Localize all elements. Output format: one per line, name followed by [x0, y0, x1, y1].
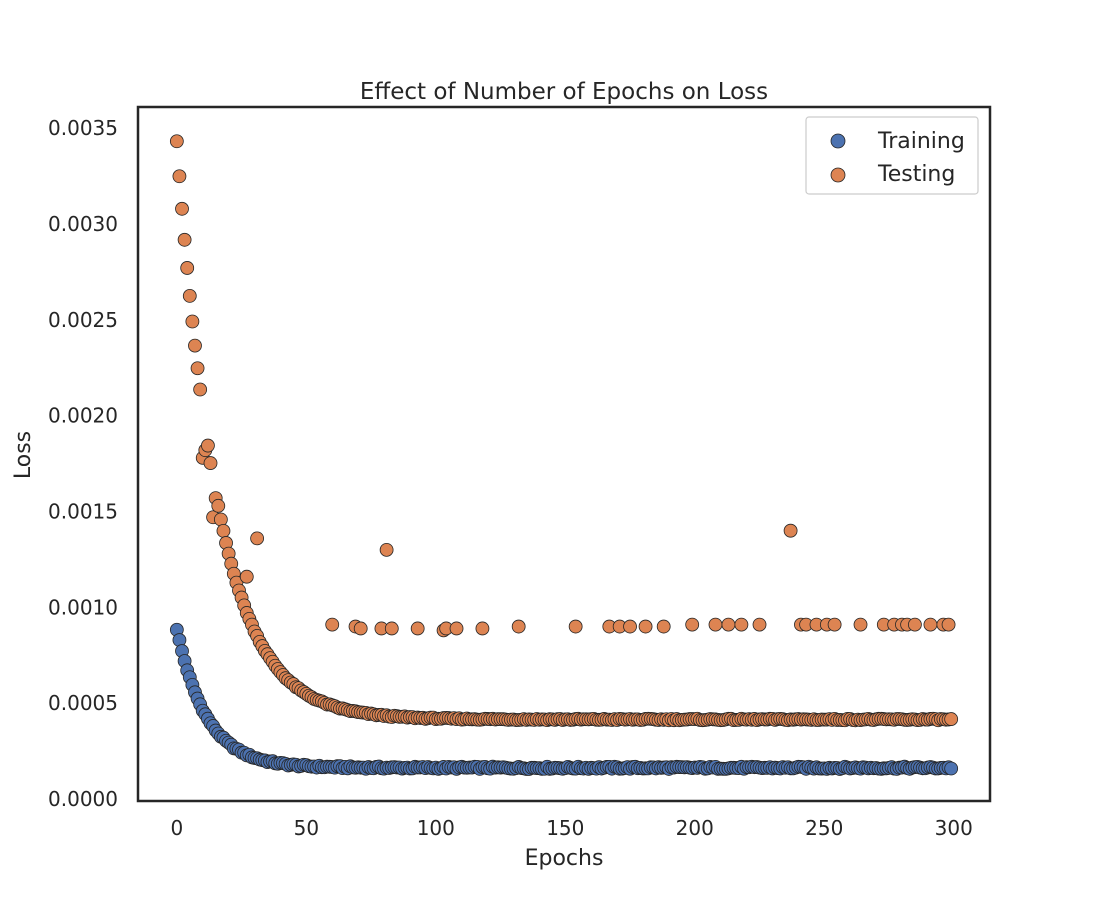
- training-point: [944, 761, 959, 776]
- legend-box: [805, 116, 979, 195]
- testing-point: [250, 531, 265, 546]
- testing-point: [353, 621, 368, 636]
- legend-marker-training: [830, 133, 846, 149]
- testing-point: [941, 617, 956, 632]
- testing-point: [190, 361, 205, 376]
- testing-point: [188, 338, 202, 353]
- x-tick-label: 0: [170, 816, 183, 840]
- testing-point: [180, 261, 195, 275]
- series-testing: [169, 134, 959, 728]
- y-tick-label: 0.0015: [48, 500, 118, 524]
- testing-point: [908, 617, 922, 632]
- y-tick-label: 0.0030: [48, 212, 118, 236]
- testing-point: [734, 617, 749, 632]
- y-tick-label: 0.0000: [48, 787, 118, 811]
- testing-point: [185, 314, 200, 329]
- series-training: [169, 622, 959, 776]
- testing-point: [752, 617, 767, 632]
- testing-point: [239, 569, 254, 584]
- y-tick-label: 0.0025: [48, 308, 118, 332]
- y-axis-label: Loss: [11, 431, 36, 479]
- testing-point: [211, 498, 226, 513]
- x-axis-ticks: 0 50 100 150 200 250 300: [170, 816, 972, 840]
- testing-point: [169, 134, 184, 149]
- testing-point: [853, 617, 868, 632]
- testing-point: [638, 619, 653, 634]
- testing-point: [783, 523, 798, 538]
- testing-point: [568, 619, 583, 634]
- x-tick-label: 50: [294, 816, 319, 840]
- testing-point: [721, 617, 736, 632]
- plot-frame: [136, 105, 992, 803]
- testing-point: [193, 382, 208, 397]
- testing-point: [511, 619, 526, 634]
- y-axis-ticks: 0.0000 0.0005 0.0010 0.0015 0.0020 0.0025 0.00…: [48, 116, 118, 811]
- x-tick-label: 150: [546, 816, 584, 840]
- testing-point: [182, 288, 197, 303]
- points-layer: [169, 134, 959, 776]
- y-tick-label: 0.0005: [48, 691, 118, 715]
- testing-point: [827, 617, 842, 632]
- x-axis-label: Epochs: [525, 846, 604, 871]
- testing-point: [384, 621, 399, 636]
- testing-point: [216, 524, 231, 538]
- testing-point: [708, 617, 723, 632]
- testing-point: [685, 617, 700, 632]
- testing-point: [213, 512, 228, 527]
- legend-label-testing: Testing: [877, 162, 955, 187]
- testing-point: [623, 619, 637, 634]
- y-tick-label: 0.0020: [48, 404, 118, 428]
- x-tick-label: 300: [935, 816, 973, 840]
- testing-point: [449, 621, 464, 636]
- testing-point: [201, 438, 215, 453]
- legend-label-training: Training: [877, 129, 965, 154]
- testing-point: [410, 621, 425, 636]
- chart-title: Effect of Number of Epochs on Loss: [360, 79, 768, 105]
- x-tick-label: 250: [805, 816, 843, 840]
- legend: Training Testing: [805, 116, 979, 195]
- testing-point: [177, 232, 192, 247]
- testing-point: [923, 617, 938, 632]
- x-tick-label: 200: [676, 816, 714, 840]
- y-tick-label: 0.0010: [48, 595, 118, 619]
- testing-point: [475, 621, 490, 636]
- testing-point: [325, 617, 340, 632]
- y-tick-label: 0.0035: [48, 116, 118, 140]
- legend-marker-testing: [830, 167, 846, 183]
- testing-point: [944, 712, 959, 726]
- testing-point: [379, 542, 394, 557]
- testing-point: [172, 169, 187, 184]
- testing-point: [203, 456, 218, 470]
- x-tick-label: 100: [417, 816, 455, 840]
- testing-point: [656, 619, 671, 634]
- testing-point: [175, 201, 189, 216]
